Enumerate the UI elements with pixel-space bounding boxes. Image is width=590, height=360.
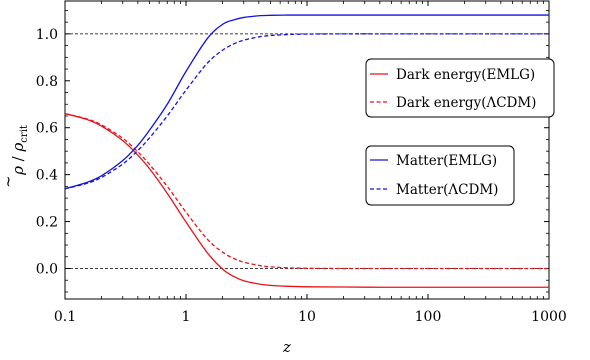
y-tick-label: 0.8 — [36, 74, 58, 90]
y-axis-title: ρ / ρcrit ~ — [0, 125, 30, 188]
x-tick-label: 1000 — [531, 309, 567, 325]
y-tick-label: 0.0 — [36, 261, 58, 277]
y-tick-label: 1.0 — [36, 27, 58, 43]
svg-text:ρ / ρcrit: ρ / ρcrit — [9, 125, 30, 176]
y-tick-label: 0.2 — [36, 215, 58, 231]
y-axis-title-numerator: ρ — [9, 166, 27, 176]
y-axis-title-separator: / — [9, 152, 27, 167]
series-lines — [64, 14, 549, 288]
legend-label-dark-energy-emlg: Dark energy(EMLG) — [396, 67, 535, 83]
legend-dark-energy: Dark energy(EMLG) Dark energy(ΛCDM) — [365, 58, 555, 118]
legend-dark-energy-box — [365, 58, 555, 118]
legend-matter: Matter(EMLG) Matter(ΛCDM) — [365, 145, 515, 206]
series-line-dark-energy-cdm- — [64, 112, 549, 270]
y-tick-label: 0.4 — [36, 168, 58, 184]
x-tick-label: 100 — [415, 309, 442, 325]
series-line-matter-cdm- — [64, 33, 549, 190]
x-tick-label: 1 — [182, 309, 191, 325]
y-axis-title-subscript: crit — [19, 125, 30, 143]
series-line-dark-energy-emlg- — [64, 113, 549, 288]
axis-ticks — [64, 1, 550, 299]
legend-label-matter-emlg: Matter(EMLG) — [396, 153, 497, 169]
x-tick-label: 0.1 — [54, 309, 76, 325]
x-tick-label: 10 — [298, 309, 316, 325]
series-line-matter-emlg- — [64, 14, 549, 190]
y-axis-title-denominator: ρ — [9, 143, 27, 153]
legend-label-matter-lcdm: Matter(ΛCDM) — [396, 182, 498, 198]
x-axis-title: z — [282, 338, 291, 356]
y-axis-title-tilde: ~ — [0, 175, 17, 188]
axis-tick-labels: 0.1 1 10 100 1000 0.0 0.2 0.4 0.6 0.8 1.0 — [36, 27, 567, 325]
legend-matter-box — [365, 145, 515, 206]
y-tick-label: 0.6 — [36, 121, 58, 137]
legend-label-dark-energy-lcdm: Dark energy(ΛCDM) — [396, 95, 536, 111]
